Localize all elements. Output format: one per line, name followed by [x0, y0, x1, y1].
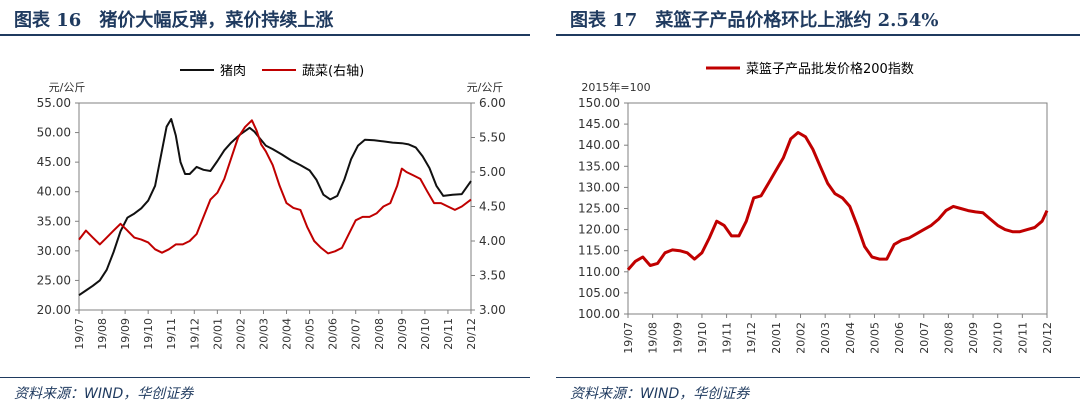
- left-y-right-tick-label: 3.00: [479, 303, 506, 317]
- left-legend-label-0: 猪肉: [220, 64, 246, 79]
- left-x-tick-label: 19/09: [119, 318, 132, 350]
- right-title-rule: [556, 34, 1080, 36]
- right-y-tick-label: 105.00: [578, 286, 620, 300]
- right-x-tick-label: 19/10: [696, 322, 709, 354]
- right-x-tick-label: 20/04: [844, 322, 857, 354]
- left-x-tick-label: 19/07: [73, 318, 86, 350]
- left-y-right-tick-label: 4.50: [479, 200, 506, 214]
- left-y-right-tick-label: 5.50: [479, 131, 506, 145]
- right-y-tick-label: 115.00: [578, 244, 620, 258]
- left-y-right-tick-label: 4.00: [479, 234, 506, 248]
- right-y-tick-label: 110.00: [578, 265, 620, 279]
- left-x-tick-label: 20/07: [350, 318, 363, 350]
- left-x-tick-label: 20/02: [234, 318, 247, 350]
- right-x-tick-label: 20/02: [795, 322, 808, 354]
- right-series-line-0: [626, 131, 1049, 271]
- right-x-tick-label: 20/08: [942, 322, 955, 354]
- right-x-tick-label: 20/05: [868, 322, 881, 354]
- left-source-note: 资料来源：WIND，华创证券: [14, 386, 194, 402]
- right-y-tick-label: 135.00: [578, 159, 620, 173]
- right-y-tick-label: 145.00: [578, 117, 620, 131]
- right-chart-panel: 图表 17 菜篮子产品价格环比上涨约 2.54% 100.00 105.00 110…: [556, 0, 1080, 409]
- left-x-tick-label: 20/03: [257, 318, 270, 350]
- left-x-tick-label: 20/11: [442, 318, 455, 350]
- basket-price-index-chart: 100.00 105.00 110.00 115.00 120.00 125.00 130.…: [578, 61, 1054, 354]
- right-x-tick-label: 19/11: [721, 322, 734, 354]
- left-y-right-tick-label: 6.00: [479, 96, 506, 110]
- right-x-tick-label: 19/12: [745, 322, 758, 354]
- right-y-tick-label: 120.00: [578, 223, 620, 237]
- left-y-tick-label: 25.00: [37, 273, 71, 287]
- left-y-tick-label: 30.00: [37, 244, 71, 258]
- left-y-tick-label: 20.00: [37, 303, 71, 317]
- left-y-tick-label: 50.00: [37, 126, 71, 140]
- right-x-tick-label: 20/03: [819, 322, 832, 354]
- right-plot-frame: [627, 102, 1048, 315]
- left-x-tick-label: 19/08: [96, 318, 109, 350]
- left-x-tick-label: 20/08: [373, 318, 386, 350]
- right-x-tick-label: 20/12: [1041, 322, 1054, 354]
- right-x-tick-label: 20/07: [918, 322, 931, 354]
- left-unit-right: 元/公斤: [467, 81, 504, 94]
- left-figure-title: 图表 16 猪价大幅反弹，菜价持续上涨: [14, 10, 334, 31]
- right-y-tick-label: 150.00: [578, 96, 620, 110]
- left-x-tick-label: 20/06: [327, 318, 340, 350]
- right-figure-title: 图表 17 菜篮子产品价格环比上涨约 2.54%: [570, 10, 939, 31]
- left-x-tick-label: 19/10: [142, 318, 155, 350]
- left-title-rule: [0, 34, 530, 36]
- left-x-tick-label: 20/09: [396, 318, 409, 350]
- left-y-right-tick-label: 3.50: [479, 269, 506, 283]
- left-x-tick-label: 20/01: [211, 318, 224, 350]
- left-x-tick-label: 20/04: [281, 318, 294, 350]
- left-series-line-1: [78, 119, 472, 255]
- left-plot-frame: [78, 102, 472, 311]
- left-series-line-0: [78, 118, 472, 297]
- right-x-tick-label: 19/09: [671, 322, 684, 354]
- pork-vegetable-price-chart: 20.00 25.00 30.00 35.00 40.00 45.00 50.00 55.00…: [37, 64, 506, 350]
- left-x-tick-label: 19/11: [165, 318, 178, 350]
- left-legend-label-1: 蔬菜(右轴): [302, 64, 364, 79]
- right-x-tick-label: 19/08: [647, 322, 660, 354]
- right-x-tick-label: 20/10: [992, 322, 1005, 354]
- right-y-tick-label: 100.00: [578, 307, 620, 321]
- right-x-tick-label: 20/11: [1016, 322, 1029, 354]
- left-x-tick-label: 20/12: [465, 318, 478, 350]
- right-y-tick-label: 140.00: [578, 138, 620, 152]
- left-y-tick-label: 35.00: [37, 214, 71, 228]
- right-source-note: 资料来源：WIND，华创证券: [570, 386, 750, 402]
- left-x-tick-label: 20/10: [419, 318, 432, 350]
- left-unit-left: 元/公斤: [49, 81, 86, 94]
- right-x-tick-label: 20/06: [893, 322, 906, 354]
- left-y-right-tick-label: 5.00: [479, 165, 506, 179]
- left-x-tick-label: 20/05: [304, 318, 317, 350]
- right-x-tick-label: 20/09: [967, 322, 980, 354]
- right-y-tick-label: 125.00: [578, 202, 620, 216]
- right-x-tick-label: 19/07: [622, 322, 635, 354]
- right-source-rule: [556, 377, 1080, 378]
- right-y-tick-label: 130.00: [578, 180, 620, 194]
- left-y-tick-label: 45.00: [37, 155, 71, 169]
- right-x-tick-label: 20/01: [770, 322, 783, 354]
- right-unit-left: 2015年=100: [581, 80, 650, 94]
- left-chart-panel: 图表 16 猪价大幅反弹，菜价持续上涨 20.00 25.00 30.00 35.00…: [0, 0, 530, 409]
- left-x-tick-label: 19/12: [188, 318, 201, 350]
- left-y-tick-label: 40.00: [37, 185, 71, 199]
- right-legend-label-0: 菜篮子产品批发价格200指数: [746, 61, 914, 77]
- left-source-rule: [0, 377, 530, 378]
- left-y-tick-label: 55.00: [37, 96, 71, 110]
